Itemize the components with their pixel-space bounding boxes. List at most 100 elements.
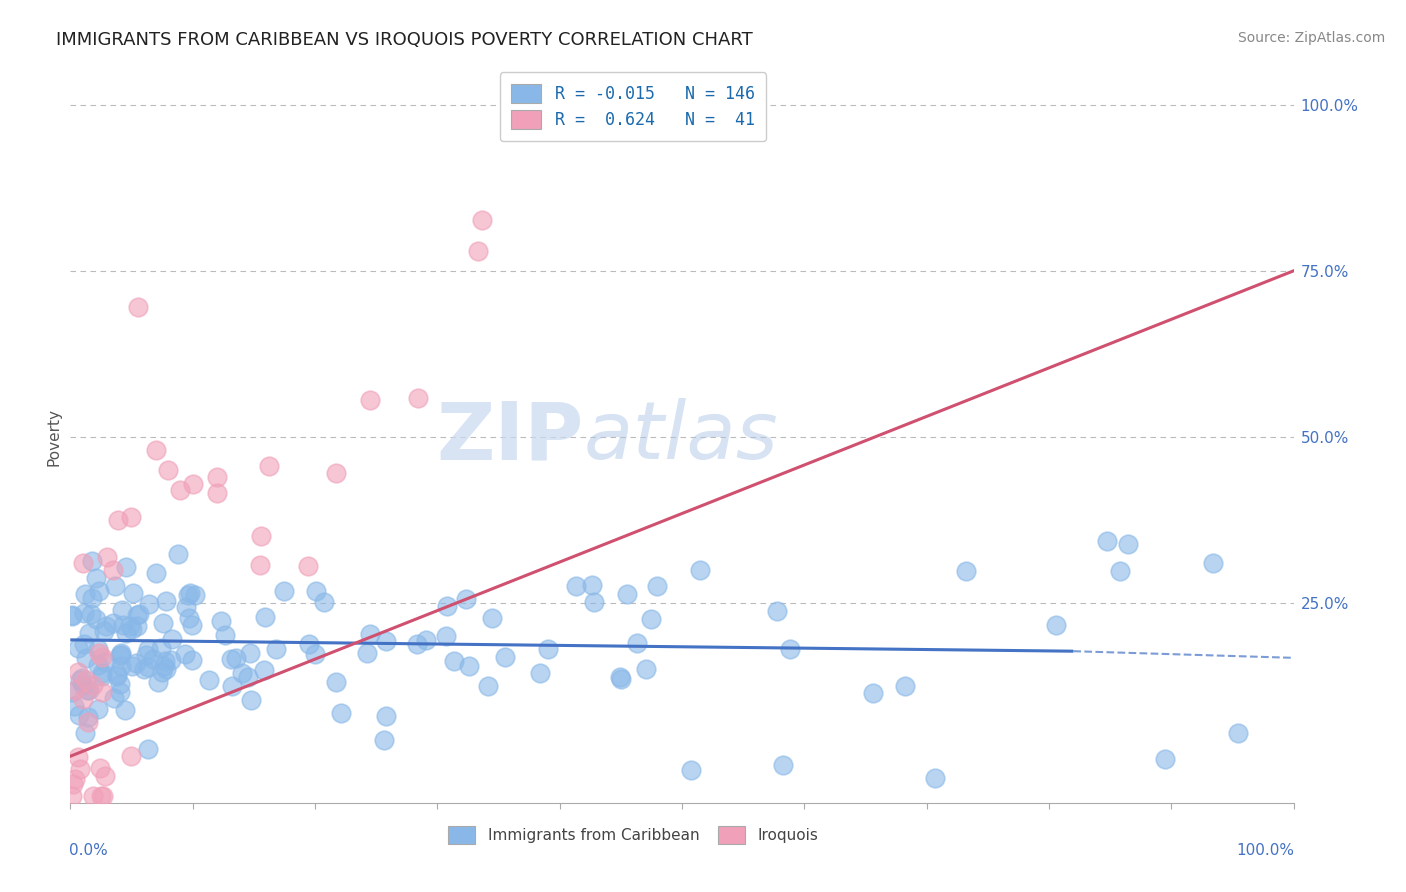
Point [610, 672, 633, 686]
Point [80, 607, 103, 622]
Point [75, 651, 97, 665]
Point [125, 608, 148, 623]
Point [94, 769, 117, 783]
Point [636, 662, 658, 676]
Point [112, 617, 135, 632]
Point [72, 678, 94, 692]
Point [467, 244, 489, 259]
Point [77, 710, 100, 724]
Point [152, 616, 174, 631]
Point [219, 652, 242, 666]
Point [60, 685, 83, 699]
Point [101, 615, 124, 630]
Point [181, 476, 204, 491]
Point [72, 692, 94, 706]
Point [252, 663, 274, 677]
Point [82, 678, 104, 692]
Point [132, 661, 155, 675]
Point [135, 648, 157, 663]
Point [1109, 564, 1132, 578]
Point [645, 579, 668, 593]
Point [155, 594, 177, 608]
Point [529, 666, 551, 681]
Point [924, 771, 946, 785]
Point [179, 586, 201, 600]
Point [181, 653, 204, 667]
Point [177, 588, 200, 602]
Point [76, 682, 98, 697]
Text: atlas: atlas [583, 398, 779, 476]
Point [86, 612, 108, 626]
Point [145, 443, 167, 458]
Point [66, 665, 89, 679]
Point [374, 709, 396, 723]
Point [689, 563, 711, 577]
Point [136, 660, 159, 674]
Legend: Immigrants from Caribbean, Iroquois: Immigrants from Caribbean, Iroquois [441, 820, 824, 850]
Point [121, 622, 143, 636]
Y-axis label: Poverty: Poverty [46, 408, 62, 467]
Point [60, 789, 83, 804]
Point [107, 513, 129, 527]
Point [406, 637, 429, 651]
Point [77, 714, 100, 729]
Point [443, 654, 465, 668]
Point [142, 652, 165, 666]
Point [415, 632, 437, 647]
Point [110, 659, 132, 673]
Point [63, 682, 86, 697]
Point [66, 640, 89, 655]
Point [108, 684, 131, 698]
Point [325, 675, 347, 690]
Point [458, 659, 481, 673]
Point [537, 641, 560, 656]
Point [60, 609, 83, 624]
Point [121, 585, 143, 599]
Text: ZIP: ZIP [437, 398, 583, 476]
Point [87, 646, 110, 660]
Point [125, 656, 148, 670]
Point [73, 607, 96, 621]
Point [93, 789, 115, 804]
Point [63, 698, 86, 713]
Point [120, 749, 142, 764]
Point [82, 554, 104, 568]
Point [174, 599, 197, 614]
Point [118, 619, 141, 633]
Point [239, 647, 262, 661]
Point [304, 647, 326, 661]
Point [91, 669, 114, 683]
Text: Source: ZipAtlas.com: Source: ZipAtlas.com [1237, 31, 1385, 45]
Point [111, 603, 134, 617]
Point [583, 595, 606, 609]
Text: 0.0%: 0.0% [69, 843, 108, 858]
Point [77, 625, 100, 640]
Point [160, 653, 183, 667]
Point [70, 671, 93, 685]
Point [115, 559, 138, 574]
Point [264, 641, 287, 656]
Point [184, 588, 207, 602]
Point [214, 627, 236, 641]
Point [249, 558, 271, 572]
Point [298, 637, 321, 651]
Point [157, 463, 180, 477]
Point [108, 648, 131, 663]
Point [96, 549, 118, 564]
Point [955, 564, 977, 578]
Point [314, 595, 336, 609]
Point [766, 604, 789, 618]
Point [153, 659, 176, 673]
Point [80, 591, 103, 606]
Point [87, 702, 110, 716]
Point [110, 677, 132, 691]
Point [406, 392, 429, 406]
Point [60, 607, 83, 622]
Point [626, 636, 648, 650]
Point [121, 509, 143, 524]
Point [304, 584, 326, 599]
Point [136, 641, 159, 656]
Point [374, 633, 396, 648]
Point [894, 679, 917, 693]
Point [221, 680, 243, 694]
